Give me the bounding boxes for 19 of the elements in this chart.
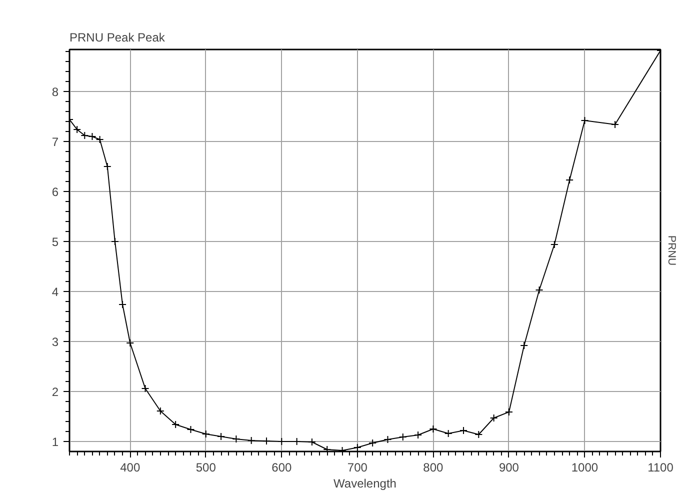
- x-tick-label: 1000: [571, 460, 598, 474]
- x-tick-label: 600: [272, 460, 292, 474]
- y-tick-label: 4: [52, 285, 59, 299]
- x-tick-label: 400: [120, 460, 140, 474]
- y-tick-label: 7: [52, 135, 59, 149]
- x-axis-title: Wavelength: [334, 476, 396, 490]
- x-tick-label: 700: [347, 460, 368, 474]
- x-tick-label: 500: [196, 460, 216, 474]
- x-tick-label: 900: [498, 460, 520, 474]
- y-tick-label: 5: [52, 235, 59, 249]
- x-tick-label: 800: [423, 460, 444, 474]
- y-tick-label: 8: [52, 85, 59, 99]
- x-tick-label: 1100: [648, 460, 674, 474]
- y-tick-label: 6: [52, 185, 59, 199]
- y-tick-label: 3: [52, 335, 59, 349]
- y-axis-title: PRNU: [666, 235, 678, 266]
- chart-title: PRNU Peak Peak: [70, 30, 166, 44]
- y-tick-label: 2: [52, 385, 59, 399]
- y-tick-label: 1: [52, 435, 59, 449]
